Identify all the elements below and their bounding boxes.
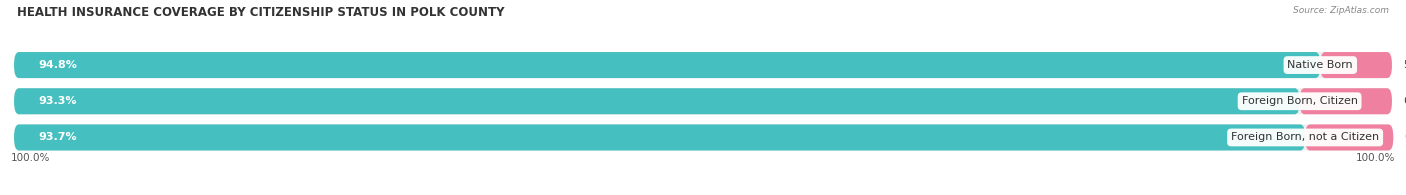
Text: Source: ZipAtlas.com: Source: ZipAtlas.com bbox=[1294, 6, 1389, 15]
Text: Native Born: Native Born bbox=[1288, 60, 1353, 70]
Text: 93.3%: 93.3% bbox=[39, 96, 77, 106]
FancyBboxPatch shape bbox=[1305, 124, 1393, 151]
FancyBboxPatch shape bbox=[14, 52, 1320, 78]
Text: 94.8%: 94.8% bbox=[39, 60, 77, 70]
Text: 100.0%: 100.0% bbox=[1355, 153, 1395, 163]
Text: 93.7%: 93.7% bbox=[39, 132, 77, 143]
Text: Foreign Born, not a Citizen: Foreign Born, not a Citizen bbox=[1232, 132, 1379, 143]
Text: 100.0%: 100.0% bbox=[11, 153, 51, 163]
FancyBboxPatch shape bbox=[14, 88, 1392, 114]
FancyBboxPatch shape bbox=[14, 124, 1392, 151]
FancyBboxPatch shape bbox=[14, 124, 1305, 151]
Text: HEALTH INSURANCE COVERAGE BY CITIZENSHIP STATUS IN POLK COUNTY: HEALTH INSURANCE COVERAGE BY CITIZENSHIP… bbox=[17, 6, 505, 19]
FancyBboxPatch shape bbox=[14, 88, 1299, 114]
FancyBboxPatch shape bbox=[1320, 52, 1392, 78]
Text: 6.7%: 6.7% bbox=[1403, 96, 1406, 106]
Text: Foreign Born, Citizen: Foreign Born, Citizen bbox=[1241, 96, 1358, 106]
FancyBboxPatch shape bbox=[1299, 88, 1392, 114]
Text: 6.4%: 6.4% bbox=[1405, 132, 1406, 143]
Text: 5.2%: 5.2% bbox=[1403, 60, 1406, 70]
FancyBboxPatch shape bbox=[14, 52, 1392, 78]
